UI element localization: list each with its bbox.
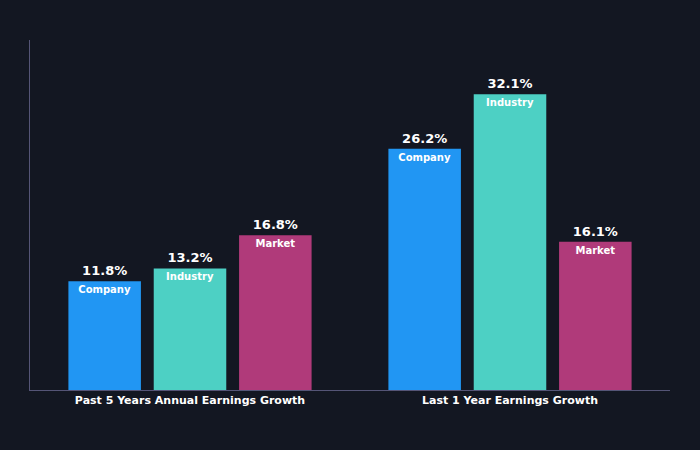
svg-text:Industry: Industry xyxy=(166,271,214,282)
svg-text:Last 1 Year Earnings Growth: Last 1 Year Earnings Growth xyxy=(422,394,598,407)
svg-text:Company: Company xyxy=(78,284,131,295)
svg-text:Past 5 Years Annual Earnings G: Past 5 Years Annual Earnings Growth xyxy=(75,394,305,407)
svg-text:13.2%: 13.2% xyxy=(167,250,212,265)
svg-text:16.8%: 16.8% xyxy=(253,217,298,232)
svg-text:Market: Market xyxy=(255,238,295,249)
svg-text:32.1%: 32.1% xyxy=(487,76,532,91)
svg-text:26.2%: 26.2% xyxy=(402,131,447,146)
svg-text:16.1%: 16.1% xyxy=(573,224,618,239)
svg-text:Industry: Industry xyxy=(486,97,534,108)
svg-text:11.8%: 11.8% xyxy=(82,263,127,278)
svg-text:Company: Company xyxy=(398,152,451,163)
svg-text:Market: Market xyxy=(575,245,615,256)
